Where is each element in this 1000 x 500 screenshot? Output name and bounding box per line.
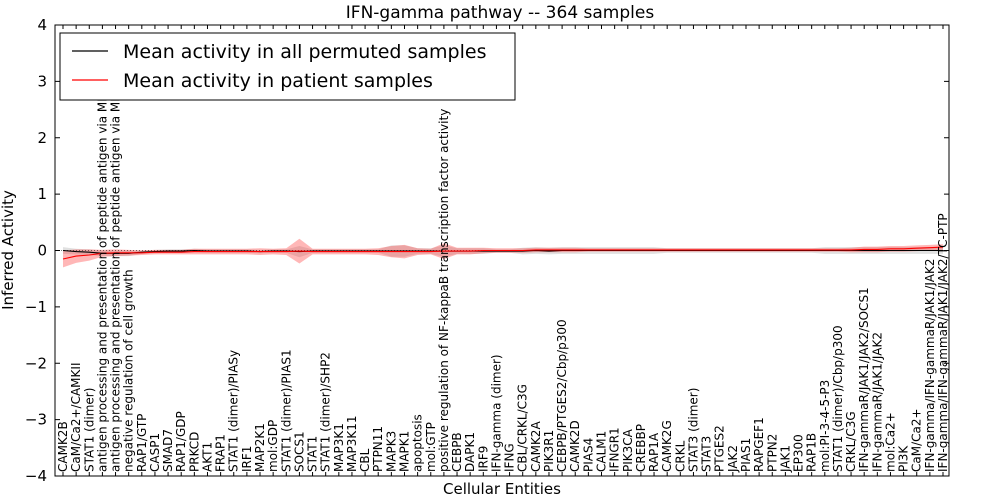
x-tick-label: antigen processing and presentation of p… xyxy=(95,43,109,472)
x-tick-label: STAT1 (dimer)/SHP2 xyxy=(319,352,333,472)
x-tick-label: FRAP1 xyxy=(214,434,228,472)
x-tick-label: SMAD7 xyxy=(161,429,175,472)
x-tick-label: antigen processing and presentation of p… xyxy=(109,40,123,472)
x-tick-label: CaM/Ca2+ xyxy=(910,408,924,472)
x-tick-label: RAP1A xyxy=(647,432,661,472)
y-tick-label: −3 xyxy=(25,411,47,429)
x-tick-label: PIAS4 xyxy=(581,438,595,472)
x-tick-label: PRKCD xyxy=(187,432,201,472)
x-tick-label: JAK1 xyxy=(778,445,792,473)
x-tick-label: apoptosis xyxy=(411,414,425,472)
legend: Mean activity in all permuted samples Me… xyxy=(59,32,516,101)
series-lines xyxy=(55,246,949,260)
x-tick-label: STAT1 (dimer)/PIASy xyxy=(227,350,241,472)
x-tick-label: CALM1 xyxy=(595,431,609,472)
x-tick-label: CASP1 xyxy=(148,433,162,472)
x-tick-label: CAMK2A xyxy=(529,421,543,472)
y-axis-label: Inferred Activity xyxy=(0,190,17,310)
y-tick-label: −1 xyxy=(25,298,47,316)
x-tick-label: STAT1 xyxy=(306,436,320,472)
x-tick-label: STAT1 (dimer) xyxy=(82,388,96,472)
y-tick-label: 3 xyxy=(37,72,47,90)
x-tick-label: MAP3K11 xyxy=(345,415,359,472)
y-tick-label: −4 xyxy=(25,467,47,485)
legend-label-patient: Mean activity in patient samples xyxy=(123,70,433,92)
x-tick-label: PTGES2 xyxy=(713,425,727,472)
x-tick-label: IFN-gammaR/JAK1/JAK2 xyxy=(870,332,884,472)
band-series-1 xyxy=(63,238,943,268)
x-tick-label: MAP3K1 xyxy=(332,423,346,472)
x-tick-label: positive regulation of NF-kappaB transcr… xyxy=(437,109,451,472)
y-tick-label: 2 xyxy=(37,129,47,147)
x-tick-label: STAT3 (dimer) xyxy=(686,388,700,472)
x-tick-label: RAP1/GTP xyxy=(135,414,149,472)
x-tick-label: IFN-gammaR/JAK1/JAK2/SOCS1 xyxy=(857,287,871,472)
x-tick-label: IRF1 xyxy=(240,446,254,472)
x-tick-label: RAP1/GDP xyxy=(174,411,188,472)
x-tick-label: PTPN11 xyxy=(371,426,385,472)
x-tick-label: IFNGR1 xyxy=(608,427,622,472)
x-tick-label: MAP2K1 xyxy=(253,423,267,472)
legend-label-permuted: Mean activity in all permuted samples xyxy=(123,41,486,63)
y-tick-label: 0 xyxy=(37,242,47,260)
x-tick-label: STAT3 xyxy=(700,436,714,472)
x-tick-label: CBL xyxy=(358,448,372,472)
chart-title: IFN-gamma pathway -- 364 samples xyxy=(346,3,655,23)
x-tick-label: CaM/Ca2+/CAMKII xyxy=(69,363,83,472)
x-axis-label: Cellular Entities xyxy=(443,480,561,498)
x-tick-label: mol:Ca2+ xyxy=(883,412,897,472)
y-tick-label: −2 xyxy=(25,354,47,372)
x-tick-label: mol:PI-3-4-5-P3 xyxy=(818,380,832,472)
x-tick-label: CAMK2B xyxy=(56,421,70,472)
x-tick-label: CRKL xyxy=(673,440,687,472)
x-tick-label: AKT1 xyxy=(200,442,214,472)
x-tick-label: CRKL/C3G xyxy=(844,411,858,472)
x-tick-label: EP300 xyxy=(792,434,806,472)
x-tick-label: STAT1 (dimer)/Cbp/p300 xyxy=(831,325,845,472)
x-tick-label: CAMK2G xyxy=(660,420,674,472)
x-tick-label: IFN-gamma/IFN-gammaR/JAK1/JAK2 xyxy=(923,259,937,472)
x-tick-label: IFN-gamma (dimer) xyxy=(489,354,503,472)
x-tick-label: CBL/CRKL/C3G xyxy=(516,384,530,472)
x-tick-label: CEBPB xyxy=(450,432,464,472)
x-tick-label: negative regulation of cell growth xyxy=(122,269,136,472)
x-tick-label: PIAS1 xyxy=(739,438,753,472)
x-tick-label: PI3K xyxy=(897,445,911,472)
x-tick-label: mol:GTP xyxy=(424,422,438,472)
x-tick-label: IFN-gamma/IFN-gammaR/JAK1/JAK2/TC-PTP xyxy=(936,213,950,472)
x-tick-label: IFNG xyxy=(503,443,517,472)
legend-frame xyxy=(59,32,516,101)
x-tick-label: MAPK1 xyxy=(397,431,411,472)
x-tick-label: IRF9 xyxy=(476,446,490,472)
y-axis: −4 −3 −2 −1 0 1 2 3 4 xyxy=(25,16,949,485)
x-axis: CAMK2B CaM/Ca2+/CAMKII STAT1 (dimer) antige… xyxy=(56,25,950,476)
x-tick-label: DAPK1 xyxy=(463,432,477,472)
x-tick-label: MAPK3 xyxy=(384,431,398,472)
x-tick-label: JAK2 xyxy=(726,445,740,473)
x-tick-label: CREBBP xyxy=(634,424,648,472)
x-tick-label: mol:GDP xyxy=(266,420,280,472)
x-tick-label: PIK3R1 xyxy=(542,430,556,472)
y-tick-label: 4 xyxy=(37,16,47,34)
x-tick-label: PIK3CA xyxy=(621,428,635,472)
x-tick-label: SOCS1 xyxy=(292,431,306,472)
y-tick-label: 1 xyxy=(37,185,47,203)
x-tick-label: PTPN2 xyxy=(765,434,779,472)
x-tick-label: CEBPB/PTGES2/Cbp/p300 xyxy=(555,319,569,472)
x-tick-label: RAPGEF1 xyxy=(752,417,766,472)
line-series-1 xyxy=(62,246,944,260)
x-tick-label: STAT1 (dimer)/PIAS1 xyxy=(279,349,293,472)
x-tick-label: RAP1B xyxy=(805,433,819,472)
x-tick-label: CAMK2D xyxy=(568,420,582,472)
